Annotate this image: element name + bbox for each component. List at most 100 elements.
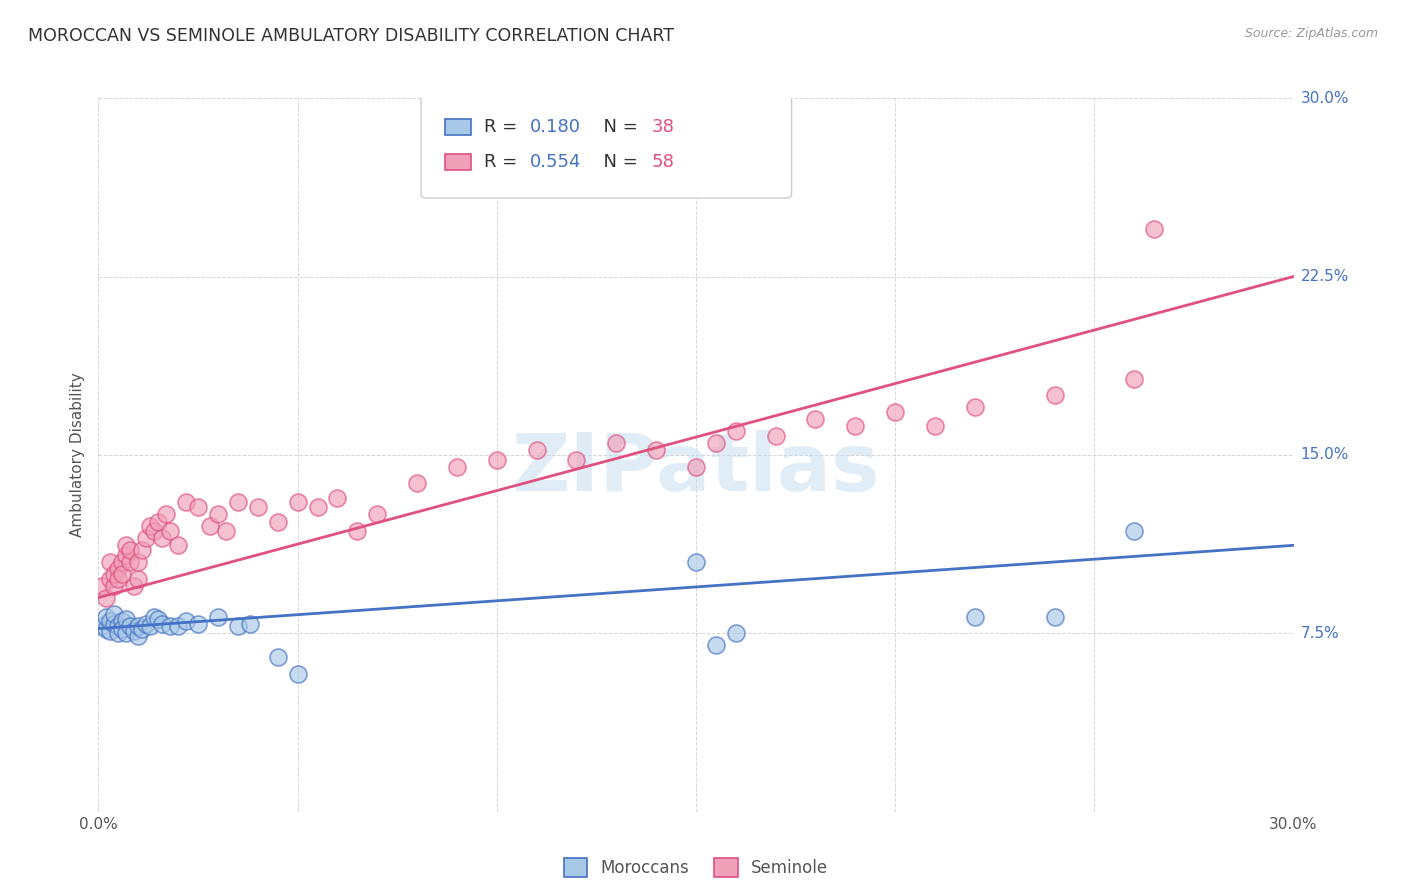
Text: MOROCCAN VS SEMINOLE AMBULATORY DISABILITY CORRELATION CHART: MOROCCAN VS SEMINOLE AMBULATORY DISABILI…: [28, 27, 673, 45]
Point: [346, 524, 368, 538]
Point: [96, 609, 118, 624]
Point: [103, 616, 125, 631]
Point: [115, 548, 138, 562]
Point: [526, 443, 548, 458]
Point: [884, 405, 907, 419]
Point: [150, 616, 173, 631]
Legend: Moroccans, Seminole: Moroccans, Seminole: [555, 849, 837, 886]
Text: ZIPatlas: ZIPatlas: [512, 430, 880, 508]
Point: [139, 619, 162, 633]
Point: [159, 524, 181, 538]
Point: [143, 609, 166, 624]
Text: 7.5%: 7.5%: [1301, 626, 1339, 640]
Point: [1123, 524, 1146, 538]
Point: [103, 566, 125, 581]
Point: [704, 638, 727, 652]
Point: [143, 524, 166, 538]
Point: [115, 626, 138, 640]
Point: [98, 572, 122, 586]
Point: [127, 629, 149, 643]
Point: [1043, 609, 1066, 624]
Point: [565, 452, 588, 467]
Point: [1123, 372, 1146, 386]
Point: [406, 476, 429, 491]
Point: [115, 612, 138, 626]
Point: [148, 612, 170, 626]
Point: [98, 615, 122, 629]
Text: 15.0%: 15.0%: [1301, 448, 1348, 462]
Point: [267, 650, 290, 665]
Point: [765, 429, 787, 443]
Point: [485, 452, 508, 467]
Point: [174, 615, 197, 629]
Point: [91, 619, 114, 633]
Point: [724, 424, 747, 438]
Point: [167, 538, 190, 552]
Point: [198, 519, 221, 533]
Point: [107, 626, 129, 640]
Text: Source: ZipAtlas.com: Source: ZipAtlas.com: [1244, 27, 1378, 40]
Point: [267, 515, 290, 529]
Point: [150, 531, 173, 545]
Point: [96, 622, 118, 636]
Point: [207, 609, 229, 624]
Point: [107, 572, 129, 586]
Text: 30.0%: 30.0%: [1301, 91, 1348, 105]
Point: [107, 562, 129, 576]
Point: [159, 619, 181, 633]
Point: [155, 508, 177, 522]
Point: [124, 579, 146, 593]
Point: [111, 566, 134, 581]
Point: [226, 619, 249, 633]
Point: [174, 495, 197, 509]
Point: [148, 515, 170, 529]
FancyBboxPatch shape: [444, 119, 471, 135]
Point: [120, 619, 142, 633]
Text: R =: R =: [485, 153, 523, 171]
Point: [131, 543, 153, 558]
Text: N =: N =: [592, 153, 644, 171]
Text: 22.5%: 22.5%: [1301, 269, 1348, 284]
Point: [287, 666, 309, 681]
Point: [107, 619, 129, 633]
Point: [1143, 222, 1166, 236]
Point: [127, 619, 149, 633]
Point: [963, 401, 986, 415]
Point: [844, 419, 866, 434]
Text: 0.180: 0.180: [530, 118, 581, 136]
Point: [98, 555, 122, 569]
FancyBboxPatch shape: [420, 95, 792, 198]
Text: R =: R =: [485, 118, 523, 136]
Point: [246, 500, 269, 515]
Point: [326, 491, 349, 505]
Point: [135, 616, 157, 631]
Point: [963, 609, 986, 624]
Point: [366, 508, 388, 522]
Point: [98, 624, 122, 638]
Point: [1043, 388, 1066, 402]
Point: [124, 624, 146, 638]
Point: [226, 495, 249, 509]
Point: [103, 607, 125, 622]
Point: [685, 459, 707, 474]
Point: [924, 419, 946, 434]
Point: [187, 616, 209, 631]
Point: [215, 524, 238, 538]
Point: [127, 555, 149, 569]
Point: [167, 619, 190, 633]
Point: [804, 412, 827, 426]
Point: [685, 555, 707, 569]
Point: [239, 616, 262, 631]
Text: 38: 38: [652, 118, 675, 136]
Point: [115, 538, 138, 552]
Point: [139, 519, 162, 533]
Point: [96, 591, 118, 605]
Point: [131, 622, 153, 636]
Point: [187, 500, 209, 515]
Point: [645, 443, 668, 458]
Text: 58: 58: [652, 153, 675, 171]
Point: [446, 459, 468, 474]
Point: [111, 615, 134, 629]
Text: 0.554: 0.554: [530, 153, 581, 171]
Point: [207, 508, 229, 522]
